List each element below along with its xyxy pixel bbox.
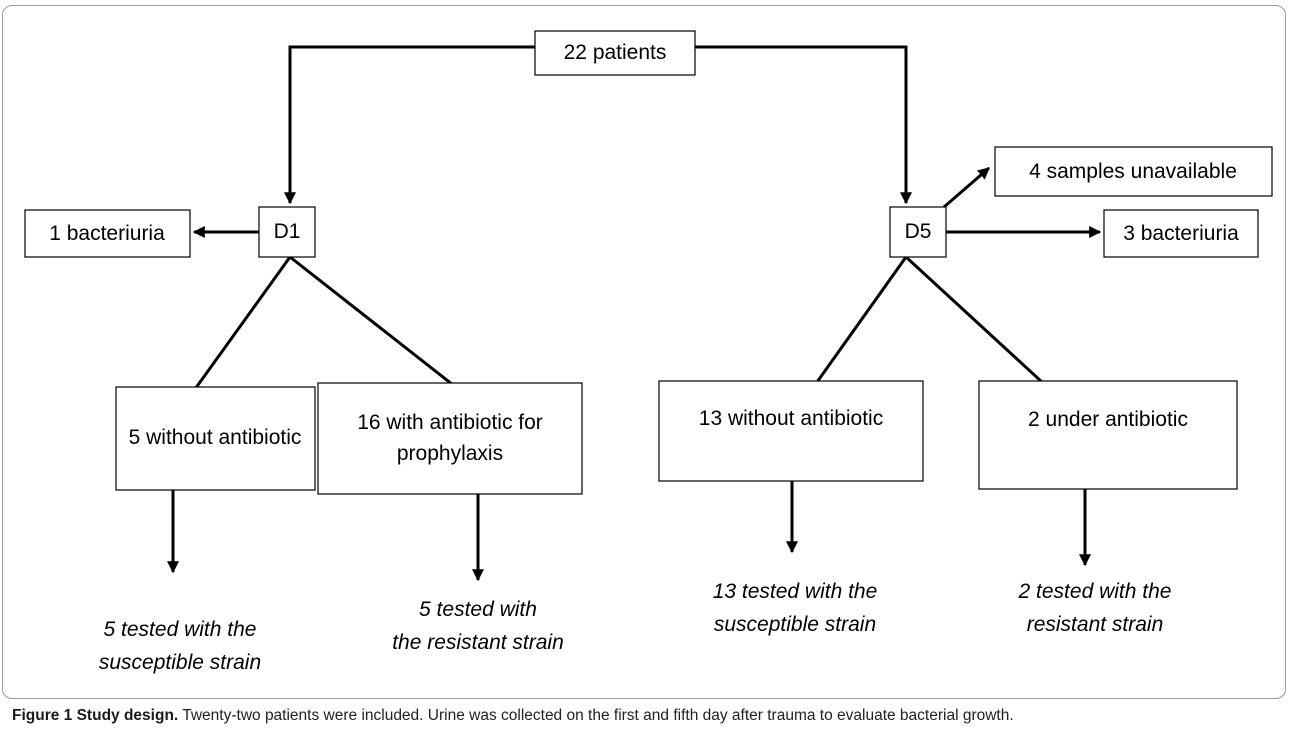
text-line: 16 with antibiotic for (357, 411, 543, 434)
text-line: prophylaxis (397, 442, 503, 465)
caption-text: Twenty-two patients were included. Urine… (182, 707, 1014, 724)
text-line: the resistant strain (392, 631, 564, 654)
outcome-label: 5 tested with the resistant strain (392, 598, 564, 654)
text-line: 3 bacteriuria (1123, 222, 1239, 245)
diagram: 22 patients 4 samples unavailable 1 bact… (24, 30, 1273, 674)
node-box (994, 146, 1273, 197)
text-line: resistant strain (1027, 613, 1164, 636)
node-label: 13 without antibiotic (699, 407, 883, 430)
node-box (658, 380, 924, 482)
text-line: 2 under antibiotic (1028, 408, 1188, 431)
arrow (695, 45, 912, 205)
node-label: 2 under antibiotic (1028, 408, 1188, 431)
caption: Figure 1 Study design. Twenty-two patien… (12, 706, 1274, 726)
arrows (167, 45, 1102, 582)
text-line: 2 tested with the (1018, 580, 1172, 603)
outcome-label: 13 tested with the susceptible strain (713, 580, 878, 636)
text-line: 5 tested with the (104, 618, 257, 641)
text-line: 5 tested with (419, 598, 537, 621)
node-label: 22 patients (564, 41, 667, 64)
node-box (115, 386, 316, 491)
node-box (1103, 209, 1259, 258)
boxes: 22 patients 4 samples unavailable 1 bact… (24, 30, 1273, 495)
outcome-label: 2 tested with the resistant strain (1018, 580, 1172, 636)
node-label: 16 with antibiotic for prophylaxis (357, 411, 543, 465)
arrow (284, 45, 535, 205)
outcome-label: 5 tested with the susceptible strain (99, 618, 261, 674)
text-line: 4 samples unavailable (1029, 160, 1237, 183)
node-label: D5 (905, 220, 932, 243)
text-line: 5 without antibiotic (129, 426, 302, 449)
text-line: 13 without antibiotic (699, 407, 883, 430)
arrow (178, 256, 292, 411)
node-box (534, 30, 696, 76)
text-line: 22 patients (564, 41, 667, 64)
text-line: 13 tested with the (713, 580, 878, 603)
text-line: D1 (274, 220, 301, 243)
text-line: 1 bacteriuria (49, 222, 165, 245)
text-line: susceptible strain (714, 613, 876, 636)
caption-label: Figure 1 Study design. (12, 707, 179, 724)
arrow (943, 166, 990, 209)
node-label: D1 (274, 220, 301, 243)
figure-frame (2, 5, 1286, 699)
text-line: susceptible strain (99, 651, 261, 674)
node-box (258, 206, 316, 258)
node-box (317, 382, 583, 495)
outcomes: 5 tested with the susceptible strain 5 te… (99, 580, 1172, 674)
node-box (889, 206, 947, 258)
node-box (24, 209, 191, 258)
node-label: 4 samples unavailable (1029, 160, 1237, 183)
node-label: 1 bacteriuria (49, 222, 165, 245)
text-line: D5 (905, 220, 932, 243)
node-box (978, 380, 1238, 490)
node-label: 5 without antibiotic (129, 426, 302, 449)
node-label: 3 bacteriuria (1123, 222, 1239, 245)
